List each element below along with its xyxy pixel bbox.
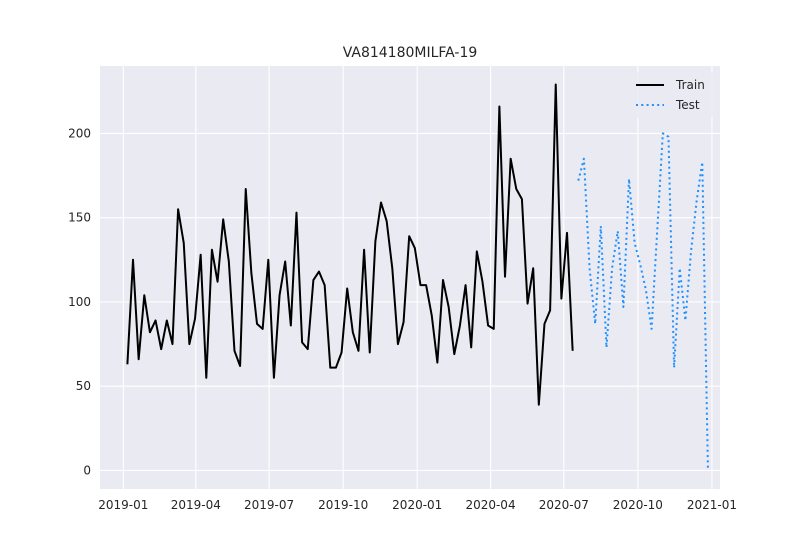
legend-label-train: Train — [675, 78, 705, 92]
y-tick-label: 200 — [68, 126, 91, 140]
x-tick-label: 2019-04 — [171, 498, 221, 512]
x-tick-label: 2019-01 — [98, 498, 148, 512]
legend-label-test: Test — [675, 98, 700, 112]
x-tick-label: 2020-10 — [613, 498, 663, 512]
legend: Train Test — [627, 72, 713, 118]
y-tick-label: 50 — [76, 379, 91, 393]
series-lines — [126, 83, 709, 469]
x-tick-label: 2020-04 — [465, 498, 515, 512]
y-tick-label: 0 — [83, 463, 91, 477]
x-tick-label: 2019-10 — [318, 498, 368, 512]
x-tick-label: 2020-07 — [539, 498, 589, 512]
x-tick-label: 2021-01 — [687, 498, 737, 512]
plot-background — [100, 66, 720, 489]
tick-labels: 2019-01 2019-04 2019-07 2019-10 2020-01 2020-… — [68, 126, 737, 512]
chart-title: VA814180MILFA-19 — [343, 45, 478, 61]
x-tick-label: 2019-07 — [244, 498, 294, 512]
series-line-train — [126, 83, 574, 406]
legend-frame — [627, 72, 713, 118]
series-line-test — [577, 132, 709, 469]
y-tick-label: 100 — [68, 295, 91, 309]
y-tick-label: 150 — [68, 211, 91, 225]
x-tick-label: 2020-01 — [392, 498, 442, 512]
